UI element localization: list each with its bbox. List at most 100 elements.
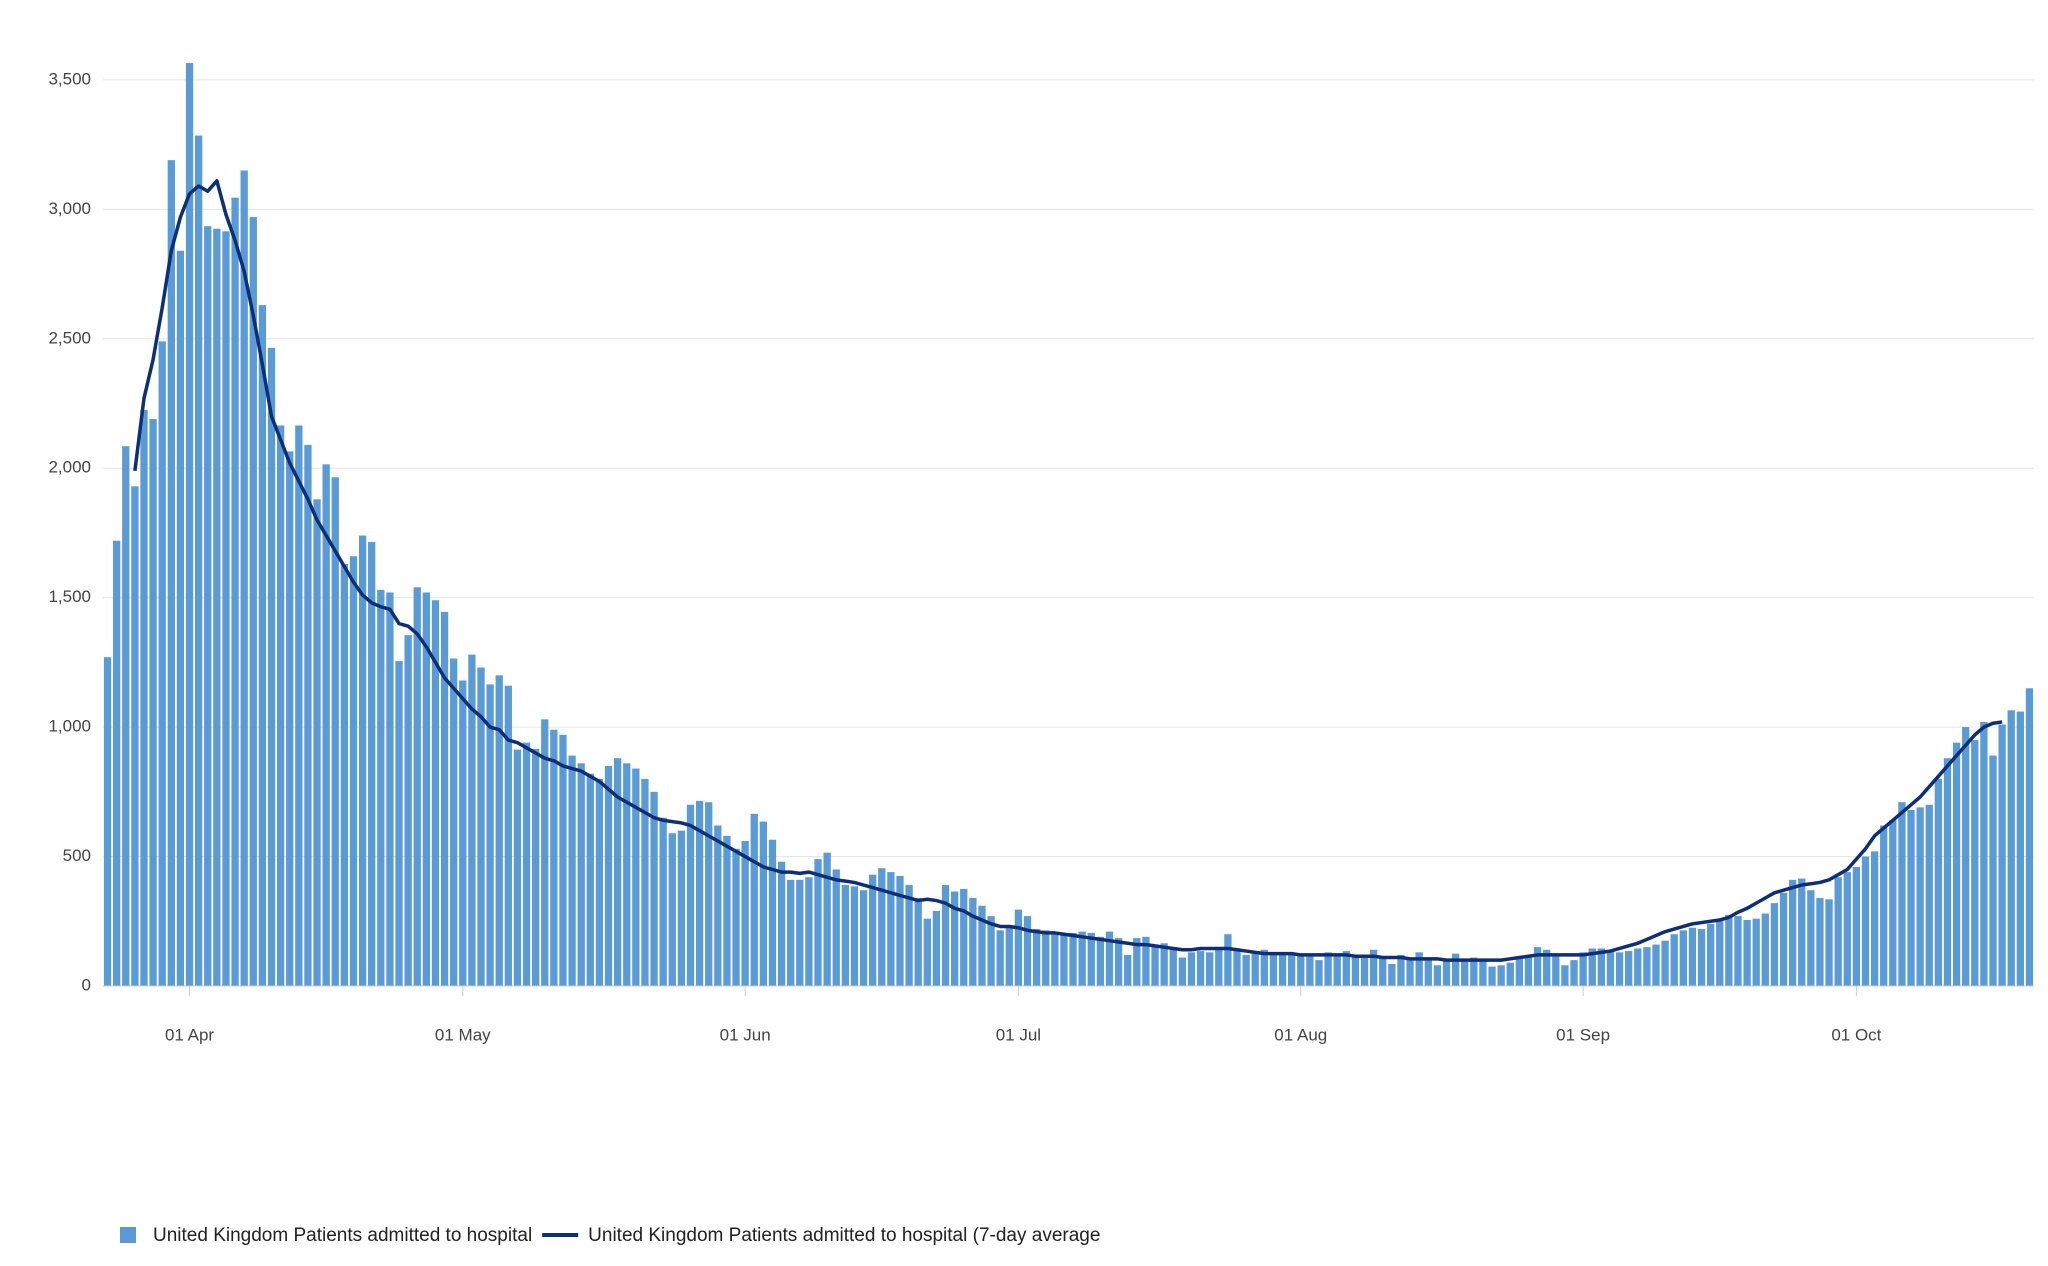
bar	[1069, 932, 1077, 986]
x-tick-label: 01 Apr	[165, 1025, 214, 1044]
bar	[668, 833, 676, 986]
y-tick-label: 2,000	[48, 458, 91, 477]
bar	[1962, 727, 1970, 986]
bar	[322, 464, 330, 987]
bar	[513, 749, 522, 986]
bar	[422, 592, 430, 986]
bar	[1834, 877, 1842, 986]
bar	[969, 897, 977, 986]
bar	[805, 877, 813, 986]
bar	[1597, 948, 1605, 986]
bar	[741, 841, 749, 986]
x-tick-label: 01 Jul	[996, 1025, 1041, 1044]
bar	[577, 763, 585, 986]
bar	[1570, 960, 1578, 986]
x-tick-label: 01 May	[435, 1025, 491, 1044]
bar	[568, 755, 576, 986]
bar	[814, 859, 822, 986]
bar	[823, 852, 831, 986]
bar	[1615, 952, 1624, 986]
bar	[932, 910, 941, 986]
bar	[495, 675, 503, 986]
bar	[623, 763, 631, 986]
bar	[787, 879, 795, 986]
bar	[1269, 952, 1278, 986]
bar	[477, 667, 485, 986]
y-tick-label: 1,000	[48, 717, 91, 736]
bar	[1124, 954, 1132, 986]
bar	[677, 830, 686, 986]
bar	[759, 821, 768, 986]
legend-item: United Kingdom Patients admitted to hosp…	[542, 1225, 1100, 1246]
bar	[176, 250, 185, 986]
bar	[2016, 711, 2024, 986]
bar	[559, 734, 567, 986]
legend-swatch	[120, 1227, 136, 1243]
x-tick-label: 01 Sep	[1556, 1025, 1610, 1044]
bar	[1579, 952, 1587, 986]
bar	[1807, 890, 1815, 986]
bar	[258, 305, 267, 987]
bar	[905, 885, 913, 986]
bar	[2025, 688, 2034, 986]
bar	[1333, 954, 1341, 986]
bar	[1342, 951, 1350, 986]
bar	[1870, 851, 1879, 986]
bar	[695, 800, 704, 986]
bar	[1133, 938, 1141, 986]
bar	[1251, 953, 1259, 986]
bar	[486, 684, 494, 986]
bar	[996, 930, 1004, 986]
bar	[450, 658, 458, 986]
bar	[1980, 721, 1988, 986]
bar	[914, 897, 922, 986]
bar	[194, 135, 203, 987]
bar	[832, 869, 840, 986]
bar	[1051, 931, 1059, 986]
bar	[1087, 932, 1095, 986]
bar	[650, 791, 658, 986]
bar	[468, 654, 476, 986]
bar	[1752, 918, 1760, 986]
bar	[632, 768, 640, 986]
bar	[723, 835, 731, 986]
bar	[1105, 931, 1114, 986]
bar	[896, 875, 904, 986]
bar	[1606, 949, 1615, 986]
bar	[349, 556, 358, 986]
bar	[777, 861, 786, 986]
bar	[395, 661, 403, 986]
bar	[1351, 957, 1360, 986]
bar	[377, 589, 385, 986]
bar	[768, 839, 777, 986]
bar	[1451, 953, 1460, 986]
bar	[295, 425, 303, 986]
bar	[340, 564, 349, 986]
bar	[368, 542, 376, 986]
bar	[1142, 936, 1150, 986]
bar	[1989, 755, 1997, 986]
bar	[103, 657, 112, 986]
bar	[978, 905, 986, 986]
bar	[1479, 958, 1487, 986]
bar	[213, 228, 221, 986]
bar	[331, 477, 339, 986]
bar	[1023, 916, 1032, 986]
bar	[750, 813, 758, 986]
legend-label: United Kingdom Patients admitted to hosp…	[588, 1225, 1100, 1246]
bar	[1561, 965, 1569, 986]
bar	[1925, 804, 1933, 986]
bar	[1461, 958, 1469, 986]
bar	[841, 885, 849, 986]
bar	[941, 885, 950, 986]
bar	[1916, 807, 1924, 986]
bar	[286, 451, 294, 987]
bar	[1206, 952, 1214, 986]
bar	[1898, 802, 1906, 986]
bar	[1707, 923, 1715, 986]
bar	[1297, 954, 1305, 986]
bar	[1679, 930, 1687, 986]
bar	[1652, 944, 1660, 986]
bar	[796, 879, 804, 986]
